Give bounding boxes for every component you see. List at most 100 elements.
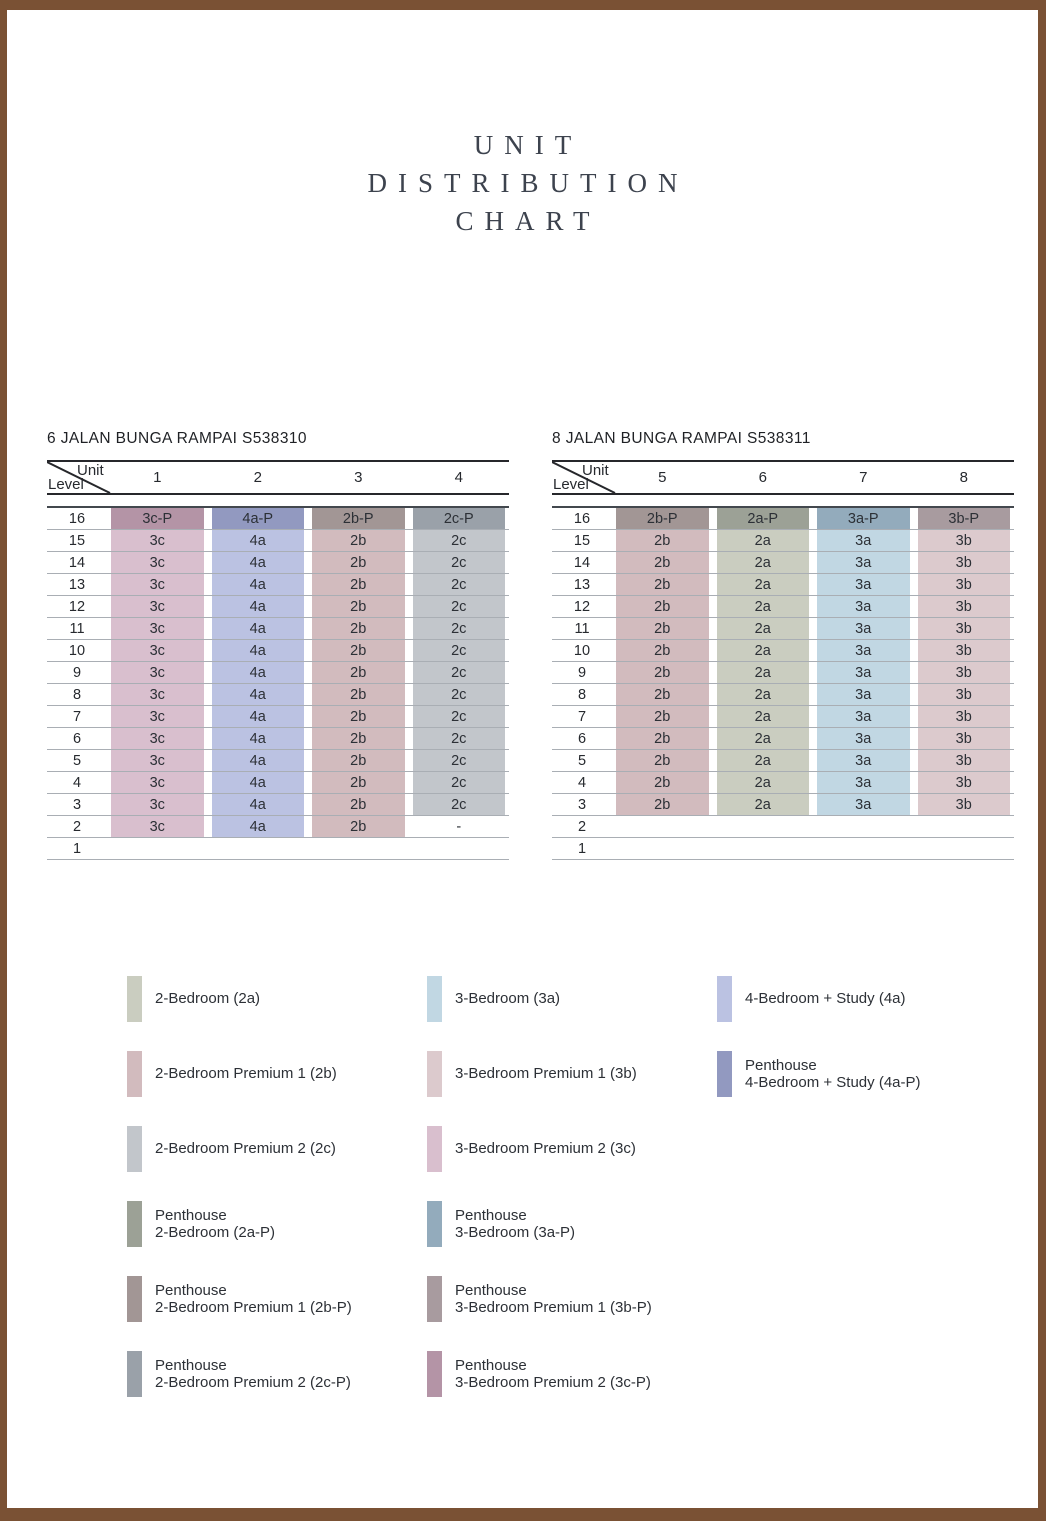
unit-cell-value: 3a (817, 684, 910, 705)
unit-cell: 3b (914, 794, 1015, 815)
unit-cell: 2b (612, 552, 713, 573)
unit-cell: 2a (713, 640, 814, 661)
table-row: 9 3c 4a 2b 2c (47, 662, 509, 684)
header-body-gap (47, 495, 509, 506)
unit-cell: 2c (409, 552, 510, 573)
table-row: 2 3c 4a 2b - (47, 816, 509, 838)
table-row: 11 2b 2a 3a 3b (552, 618, 1014, 640)
table-row: 6 2b 2a 3a 3b (552, 728, 1014, 750)
unit-cell-value: 2a (716, 574, 809, 595)
unit-cell-value: 2a (716, 794, 809, 815)
unit-cell: 2c (409, 750, 510, 771)
unit-cell: 4a (208, 618, 309, 639)
unit-cell: 3c (107, 794, 208, 815)
unit-cell-value: 2b (616, 662, 709, 683)
legend-color-swatch (427, 976, 442, 1022)
unit-cell: 2b (612, 662, 713, 683)
unit-cell: 2c (409, 530, 510, 551)
unit-cell: 2c (409, 794, 510, 815)
unit-cell-value: 3c (111, 640, 204, 661)
unit-cell-value: 2a (716, 618, 809, 639)
unit-cell-value: 2c-P (412, 508, 505, 529)
table-row: 1 (47, 838, 509, 860)
unit-cell (409, 838, 510, 859)
table-row: 12 2b 2a 3a 3b (552, 596, 1014, 618)
unit-cell: 2b-P (308, 508, 409, 529)
legend-entry: Penthouse 3-Bedroom Premium 2 (3c-P) (427, 1351, 652, 1397)
unit-cell-value: 4a (211, 574, 304, 595)
unit-cell-value: 2b-P (312, 508, 405, 529)
legend-entry: 2-Bedroom Premium 2 (2c) (127, 1126, 352, 1172)
unit-cell-value: 2b (312, 640, 405, 661)
unit-cell: 3a-P (813, 508, 914, 529)
table-row: 14 2b 2a 3a 3b (552, 552, 1014, 574)
unit-cell-value: 2c (412, 596, 505, 617)
table-row: 7 2b 2a 3a 3b (552, 706, 1014, 728)
unit-column-header: 3 (354, 469, 363, 486)
unit-cell: 2b (612, 772, 713, 793)
unit-cell: 3b (914, 662, 1015, 683)
legend-entry: 4-Bedroom + Study (4a) (717, 976, 921, 1022)
unit-cell: 2c-P (409, 508, 510, 529)
table-row: 6 3c 4a 2b 2c (47, 728, 509, 750)
unit-cell-value: 4a (211, 816, 304, 837)
unit-cell-value: 2b (616, 618, 709, 639)
unit-cell: 3b (914, 618, 1015, 639)
unit-cell: 3a (813, 618, 914, 639)
legend-label: 2-Bedroom Premium 2 (2c) (155, 1126, 336, 1172)
unit-cell: 2a (713, 794, 814, 815)
table-row: 10 3c 4a 2b 2c (47, 640, 509, 662)
unit-cell-value: 3a (817, 530, 910, 551)
legend-label-line: 2-Bedroom Premium 1 (2b) (155, 1065, 337, 1083)
table-row: 13 2b 2a 3a 3b (552, 574, 1014, 596)
level-cell: 10 (68, 642, 86, 659)
unit-cell-value: 2b (312, 574, 405, 595)
unit-cell: 2b (308, 684, 409, 705)
unit-cell: 4a (208, 750, 309, 771)
unit-cell-value: 3c (111, 552, 204, 573)
unit-cell: 3a (813, 574, 914, 595)
legend-label-line: 2-Bedroom Premium 1 (2b-P) (155, 1299, 352, 1316)
unit-cell-value: 2b (616, 750, 709, 771)
unit-cell-value: 2a (716, 640, 809, 661)
unit-cell: 2b (612, 640, 713, 661)
legend-color-swatch (427, 1276, 442, 1322)
unit-type-legend: 2-Bedroom (2a) 2-Bedroom Premium 1 (2b) 2-… (7, 976, 1038, 1406)
unit-cell-value: 2b-P (616, 508, 709, 529)
unit-cell-value: 4a (211, 596, 304, 617)
unit-cell: 3b (914, 530, 1015, 551)
unit-cell-value: 2b (312, 662, 405, 683)
level-cell: 1 (72, 840, 82, 857)
level-cell: 4 (577, 774, 587, 791)
unit-cell: 2c (409, 772, 510, 793)
corner-level-label: Level (553, 476, 589, 493)
level-cell: 2 (577, 818, 587, 835)
unit-cell: 4a (208, 530, 309, 551)
unit-cell-value: 2b (616, 596, 709, 617)
unit-cell: 2a (713, 706, 814, 727)
unit-cell-value: 3a (817, 640, 910, 661)
level-cell: 5 (72, 752, 82, 769)
level-cell: 16 (68, 510, 86, 527)
unit-cell: 3a (813, 662, 914, 683)
unit-cell: 2a (713, 596, 814, 617)
table-8-jalan-bunga-rampai: 8 JALAN BUNGA RAMPAI S538311 Unit Level 5 6 7… (552, 430, 1014, 860)
unit-cell: 2b (612, 728, 713, 749)
level-cell: 3 (577, 796, 587, 813)
unit-cell: 3a (813, 750, 914, 771)
unit-cell (914, 838, 1015, 859)
unit-cell: 3b-P (914, 508, 1015, 529)
unit-cell-value: 4a (211, 706, 304, 727)
unit-cell: 2c (409, 706, 510, 727)
unit-column-header: 6 (758, 469, 767, 486)
unit-cell-value: 2c (412, 684, 505, 705)
legend-color-swatch (427, 1351, 442, 1397)
unit-cell: 3a (813, 728, 914, 749)
unit-cell-value: 2c (412, 728, 505, 749)
unit-cell-value: 4a (211, 618, 304, 639)
unit-cell-value: 2c (412, 662, 505, 683)
level-cell: 7 (72, 708, 82, 725)
table-row: 3 2b 2a 3a 3b (552, 794, 1014, 816)
unit-cell: 2b (612, 794, 713, 815)
